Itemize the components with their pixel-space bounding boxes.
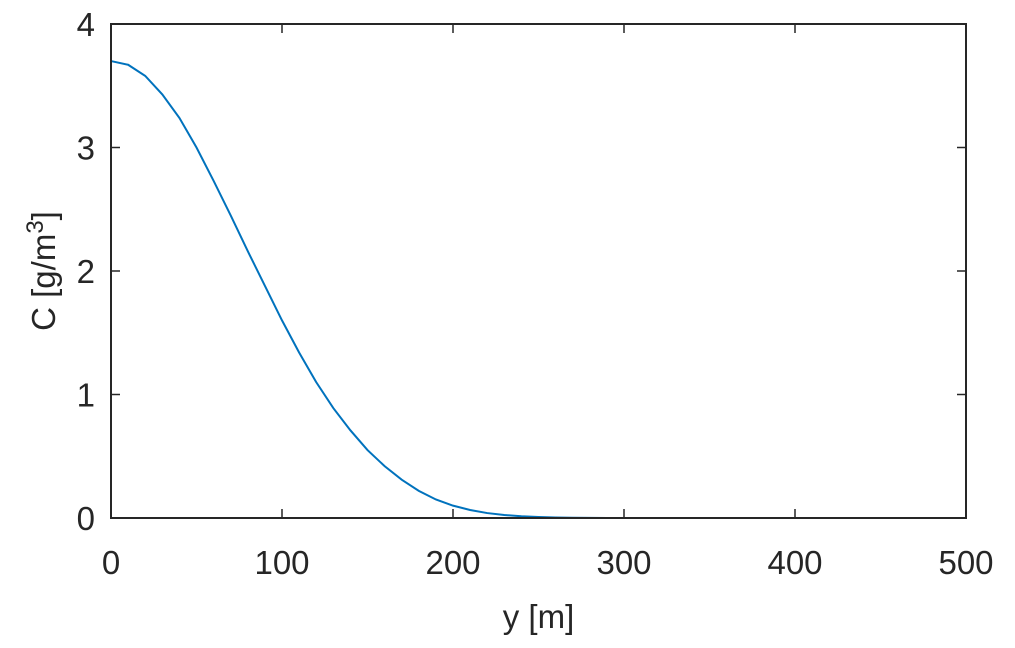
x-tick-label: 400 bbox=[767, 544, 822, 581]
y-tick-label: 4 bbox=[77, 6, 95, 43]
y-axis-title-superscript: 3 bbox=[22, 220, 49, 233]
axes-box bbox=[110, 23, 967, 519]
plot-background bbox=[111, 24, 966, 518]
y-tick-label: 0 bbox=[77, 500, 95, 537]
y-axis-title-main: C [g/m bbox=[25, 234, 62, 331]
y-tick-labels: 0 1 2 3 4 bbox=[77, 6, 95, 537]
x-tick-label: 100 bbox=[254, 544, 309, 581]
y-axis-title-suffix: ] bbox=[25, 211, 62, 220]
x-axis-title: y [m] bbox=[503, 598, 575, 635]
y-axis-title: C [g/m3] bbox=[22, 211, 62, 331]
x-tick-label: 300 bbox=[596, 544, 651, 581]
x-tick-label: 500 bbox=[938, 544, 993, 581]
y-tick-label: 1 bbox=[77, 377, 95, 414]
x-tick-label: 200 bbox=[425, 544, 480, 581]
x-tick-label: 0 bbox=[102, 544, 120, 581]
y-tick-label: 3 bbox=[77, 130, 95, 167]
y-tick-label: 2 bbox=[77, 253, 95, 290]
x-tick-labels: 0 100 200 300 400 500 bbox=[102, 544, 994, 581]
